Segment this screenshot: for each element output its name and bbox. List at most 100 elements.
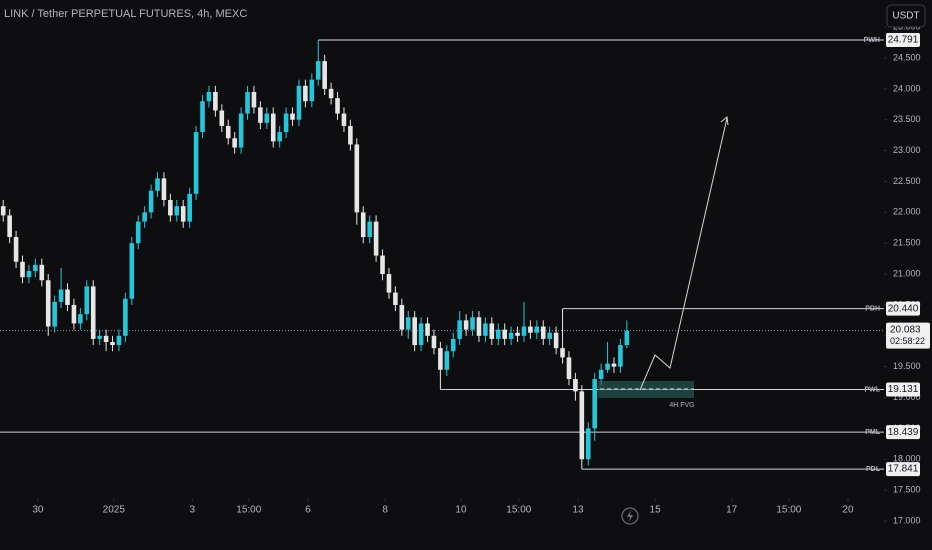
y-tick-label: 22.500: [893, 176, 921, 186]
candle-body: [84, 286, 90, 315]
candle-body: [566, 357, 572, 380]
candle-body: [65, 289, 70, 305]
candle-body: [116, 335, 122, 346]
x-tick-label: 2025: [103, 505, 126, 516]
candle-body: [309, 79, 315, 102]
level-name: PWH: [864, 37, 880, 44]
candle-body: [193, 132, 199, 194]
candle-body: [393, 292, 398, 305]
y-tick-label: 17.500: [893, 484, 921, 494]
candle-body: [200, 101, 205, 133]
candle-body: [270, 113, 276, 142]
candle-body: [386, 274, 392, 293]
candle-body: [457, 320, 462, 339]
x-tick-label: 30: [32, 505, 44, 516]
candle-body: [335, 98, 340, 114]
y-tick-label: 21.500: [893, 238, 921, 248]
candle-body: [219, 110, 225, 126]
y-tick-label: 19.000: [893, 392, 921, 402]
level-price-label: 19.131: [888, 384, 919, 395]
candle-body: [547, 332, 552, 339]
icon-circle: [621, 507, 639, 525]
candle-body: [585, 428, 591, 460]
candle-body: [431, 335, 437, 349]
candle-body: [290, 113, 295, 120]
candle-body: [251, 91, 257, 108]
candle-body: [399, 304, 405, 330]
candle-body: [618, 345, 623, 367]
candle-body: [405, 317, 411, 330]
candle-body: [611, 363, 617, 367]
candle-body: [277, 132, 282, 142]
x-tick-label: 15: [650, 505, 662, 516]
candle-body: [238, 113, 244, 148]
candle-body: [296, 85, 302, 120]
candle-body: [354, 144, 360, 213]
level-price-box: [886, 382, 920, 397]
candle-body: [592, 379, 597, 429]
candle-body: [258, 107, 263, 123]
candle-body: [90, 286, 96, 339]
candle-body: [148, 190, 154, 213]
x-tick-label: 17: [726, 505, 738, 516]
candle-body: [508, 332, 514, 339]
candle-body: [328, 88, 334, 99]
projection-arrowhead: [720, 116, 729, 126]
candle-body: [123, 298, 128, 336]
candle-body: [489, 323, 495, 339]
candles: [0, 40, 630, 470]
candle-body: [502, 329, 507, 339]
candle-body: [33, 264, 38, 271]
y-tick-label: 21.000: [893, 268, 921, 278]
x-tick-label: 6: [305, 505, 311, 516]
candle-body: [412, 317, 417, 346]
level-price-label: 18.439: [888, 427, 919, 438]
candle-body: [322, 61, 327, 89]
candle-body: [605, 363, 610, 370]
candle-body: [521, 326, 527, 336]
symbol-title: LINK / Tether PERPETUAL FUTURES, 4h, MEX…: [4, 8, 247, 20]
level-price-box: [886, 301, 920, 316]
y-tick-label: 19.500: [893, 361, 921, 371]
candle-body: [579, 391, 585, 460]
x-tick-label: 8: [382, 505, 388, 516]
candle-body: [573, 379, 578, 392]
candle-body: [174, 206, 180, 216]
candle-body: [476, 317, 482, 336]
level-name: PDL: [866, 466, 881, 473]
candle-body: [97, 335, 102, 339]
candle-body: [624, 330, 630, 346]
candle-body: [341, 113, 347, 126]
currency-button[interactable]: USDT: [886, 4, 926, 28]
candle-body: [206, 91, 212, 102]
candle-body: [129, 243, 135, 299]
candle-body: [598, 369, 604, 380]
candle-body: [245, 91, 250, 114]
candle-body: [450, 338, 456, 352]
candle-body: [58, 289, 64, 302]
lightning-icon[interactable]: [621, 507, 639, 525]
y-tick-label: 23.000: [893, 145, 921, 155]
candle-body: [52, 301, 57, 327]
candle-body: [540, 326, 546, 339]
candle-body: [425, 323, 430, 336]
level-price-box: [886, 462, 920, 477]
x-tick-label: 13: [572, 505, 584, 516]
candle-body: [528, 326, 533, 333]
candle-body: [380, 255, 385, 275]
candle-body: [560, 348, 565, 358]
candle-body: [161, 178, 167, 200]
level-name: PML: [865, 429, 881, 436]
level-name: PDH: [865, 305, 880, 312]
candle-body: [110, 341, 115, 346]
drawings: [598, 116, 729, 398]
y-tick-label: 22.000: [893, 207, 921, 217]
candle-body: [463, 320, 469, 330]
candle-body: [135, 221, 141, 244]
candle-body: [0, 206, 6, 216]
button-frame: [886, 4, 926, 28]
candle-body: [39, 264, 45, 281]
candle-body: [45, 280, 51, 327]
x-tick-label: 15:00: [236, 505, 261, 516]
level-price-label: 24.791: [888, 35, 919, 46]
